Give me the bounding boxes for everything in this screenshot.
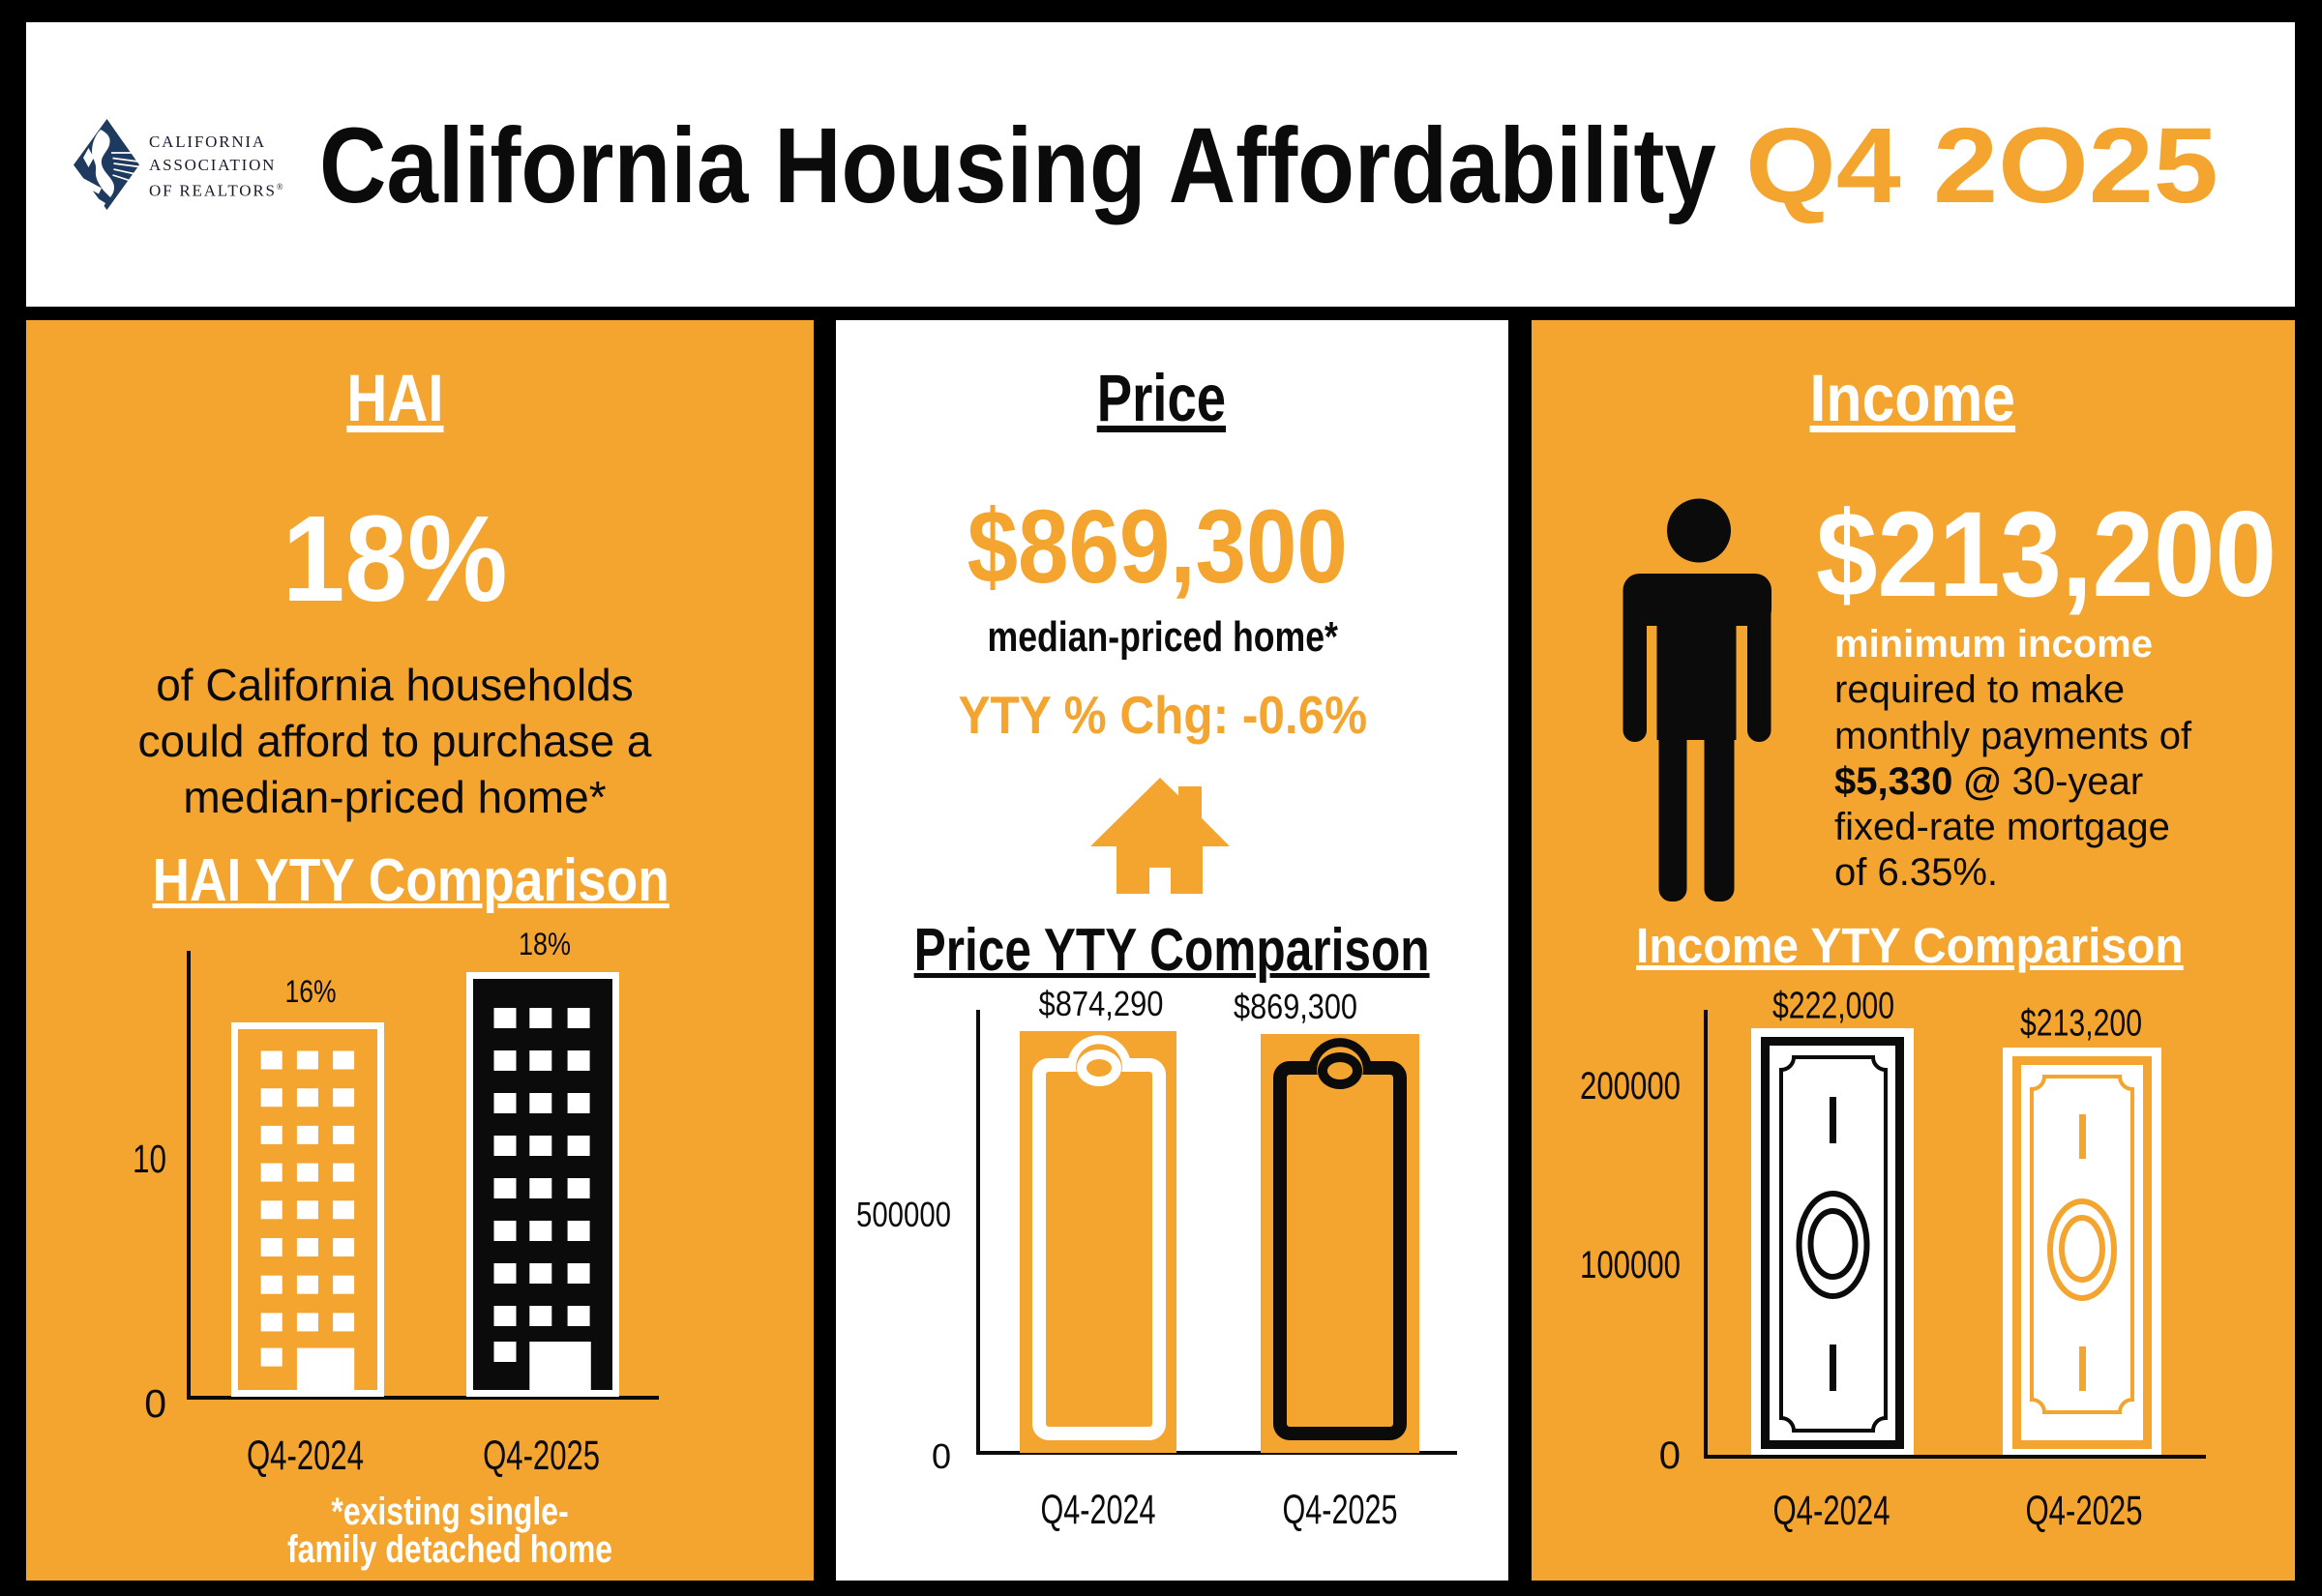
svg-text:$874,290: $874,290 [1039,984,1164,1023]
svg-text:Q4-2025: Q4-2025 [2026,1488,2143,1534]
svg-text:0: 0 [1659,1434,1681,1477]
svg-text:Q4-2024: Q4-2024 [1773,1488,1890,1534]
svg-text:500000: 500000 [856,1195,951,1234]
svg-text:$869,300: $869,300 [1234,987,1357,1026]
svg-text:100000: 100000 [1580,1244,1681,1286]
svg-text:0: 0 [144,1381,166,1426]
svg-text:Q4-2025: Q4-2025 [483,1433,600,1479]
svg-text:16%: 16% [285,974,337,1009]
svg-text:Q4-2024: Q4-2024 [1041,1487,1156,1533]
svg-text:Q4-2025: Q4-2025 [1283,1487,1398,1533]
svg-text:$213,200: $213,200 [2020,1003,2142,1045]
svg-text:0: 0 [932,1436,951,1476]
svg-text:Q4-2024: Q4-2024 [247,1433,364,1479]
svg-text:$222,000: $222,000 [1772,986,1894,1027]
svg-text:200000: 200000 [1580,1065,1681,1108]
svg-text:18%: 18% [519,927,571,961]
svg-text:10: 10 [133,1137,166,1181]
